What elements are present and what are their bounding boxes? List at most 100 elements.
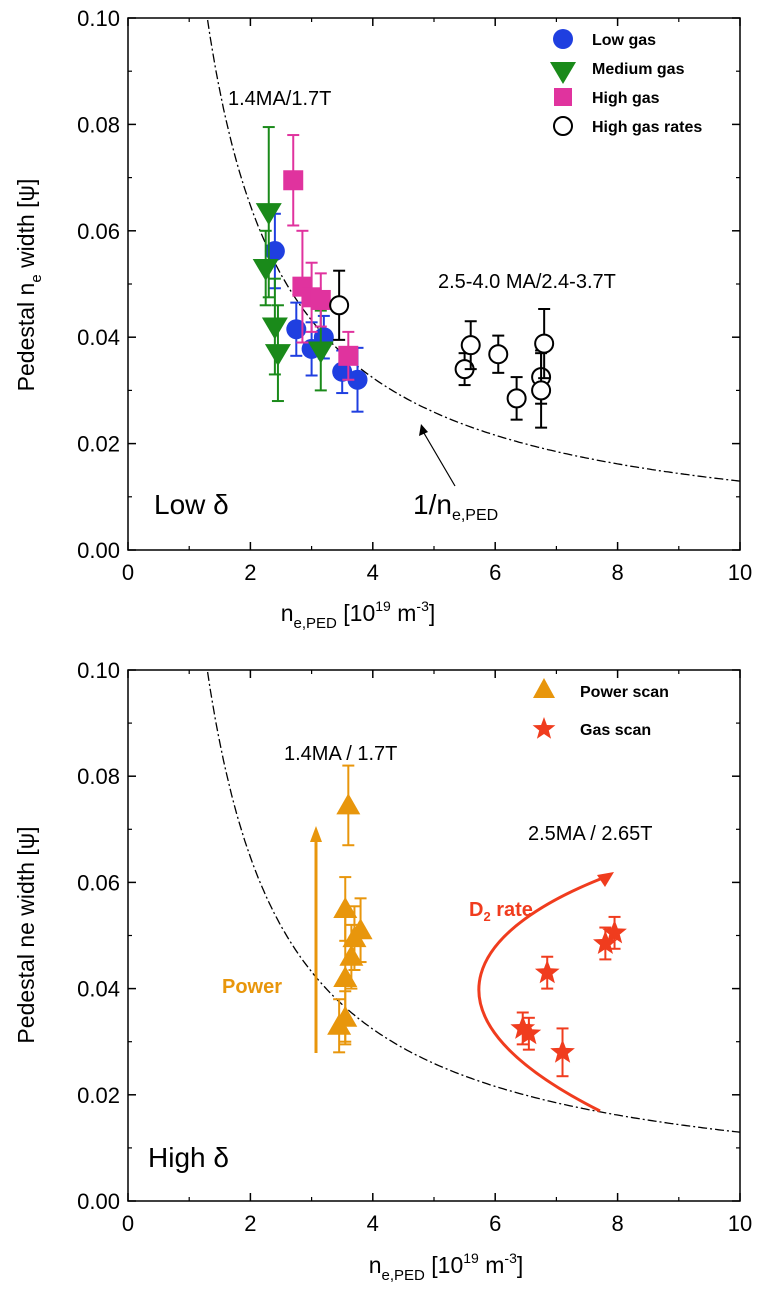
legend-item-low-gas: Low gas xyxy=(553,29,656,49)
legend-item-high-gas-rates: High gas rates xyxy=(553,116,702,136)
series-high-gas-rates xyxy=(329,269,555,429)
data-point xyxy=(534,333,555,354)
x-tick-label: 0 xyxy=(122,1211,134,1236)
legend-label: Power scan xyxy=(580,684,669,701)
legend-marker-triangle-down xyxy=(550,62,576,84)
x-tick-label: 2 xyxy=(244,1211,256,1236)
legend-label: High gas rates xyxy=(592,119,702,136)
annotation-2p5ma: 2.5-4.0 MA/2.4-3.7T xyxy=(438,271,616,293)
curve-label-main: 1/n xyxy=(413,489,452,520)
y-tick-label: 0.06 xyxy=(77,870,120,895)
x-tick-label: 8 xyxy=(611,560,623,585)
data-point xyxy=(336,793,361,815)
d2-rate-arrow xyxy=(477,874,609,1113)
legend-marker-open-circle xyxy=(553,116,573,136)
y-axis-label: Pedestal ne width [ψ] xyxy=(13,826,39,1043)
x-tick-label: 6 xyxy=(489,560,501,585)
inverse-density-curve xyxy=(206,19,740,482)
legend-marker-triangle-up xyxy=(533,678,555,698)
d2-rate-arrowhead xyxy=(597,872,614,887)
x-tick-label: 10 xyxy=(728,1211,752,1236)
data-point xyxy=(510,1015,536,1039)
inverse-density-curve xyxy=(206,671,740,1133)
data-point xyxy=(534,959,560,984)
data-point xyxy=(261,317,288,340)
annotation-low-delta: Low δ xyxy=(154,489,229,520)
data-markers xyxy=(252,126,555,429)
x-tick-labels: 0 2 4 6 8 10 xyxy=(122,18,752,585)
curve-path xyxy=(206,19,740,482)
y-tick-label: 0.06 xyxy=(77,219,120,244)
data-point xyxy=(252,259,279,282)
legend-label: Medium gas xyxy=(592,61,685,78)
legend-marker-star xyxy=(532,717,556,739)
data-point xyxy=(516,1020,542,1045)
series-gas-scan xyxy=(510,915,627,1078)
y-tick-label: 0.00 xyxy=(77,538,120,563)
legend-marker-square xyxy=(554,88,572,106)
power-label: Power xyxy=(222,976,282,998)
data-point xyxy=(307,341,334,364)
x-axis-label: ne,PED [1019 m-3] xyxy=(281,598,436,632)
data-point xyxy=(593,930,618,954)
annotation-1p4ma: 1.4MA/1.7T xyxy=(228,88,331,110)
data-point xyxy=(255,203,282,226)
annotation-2p5ma: 2.5MA / 2.65T xyxy=(528,823,653,845)
legend-label: High gas xyxy=(592,90,660,107)
curve-label: 1/ne,PED xyxy=(413,489,498,524)
data-point xyxy=(338,345,359,366)
data-point xyxy=(310,289,331,310)
data-point xyxy=(329,295,350,316)
y-tick-label: 0.02 xyxy=(77,1083,120,1108)
x-tick-label: 8 xyxy=(611,1211,623,1236)
y-tick-label: 0.10 xyxy=(77,6,120,31)
x-axis-label: ne,PED [1019 m-3] xyxy=(369,1250,524,1284)
series-low-gas xyxy=(264,212,368,413)
curve-label-arrow xyxy=(420,427,456,487)
legend-item-high-gas: High gas xyxy=(554,88,660,107)
annotation-1p4ma: 1.4MA / 1.7T xyxy=(284,743,397,765)
bottom-chart-panel: 0.00 0.02 0.04 0.06 0.08 0.10 0 2 4 6 8 10 1.4MA /… xyxy=(13,658,752,1284)
legend: Power scan Gas scan xyxy=(532,678,669,739)
data-point xyxy=(332,361,353,382)
curve-label-sub: e,PED xyxy=(452,507,498,524)
legend-label: Gas scan xyxy=(580,722,651,739)
trend-arrows xyxy=(310,826,614,1113)
data-point xyxy=(264,344,291,367)
data-point xyxy=(531,380,552,401)
d2-rate-label: D2 rate xyxy=(469,899,533,924)
legend-item-power-scan: Power scan xyxy=(533,678,669,701)
data-point xyxy=(286,319,307,340)
x-tick-label: 10 xyxy=(728,560,752,585)
data-point xyxy=(347,369,368,390)
x-tick-label: 4 xyxy=(367,1211,379,1236)
data-markers xyxy=(327,764,627,1078)
data-point xyxy=(460,335,481,356)
data-point xyxy=(506,388,527,409)
data-point xyxy=(283,170,304,191)
y-tick-label: 0.04 xyxy=(77,325,120,350)
top-chart-panel: 0.00 0.02 0.04 0.06 0.08 0.10 0 2 4 6 8 10 1.4MA/1… xyxy=(13,6,752,632)
series-medium-gas xyxy=(252,126,334,403)
legend-marker-circle xyxy=(553,29,573,49)
y-tick-label: 0.04 xyxy=(77,977,120,1002)
data-point xyxy=(333,896,358,918)
data-point xyxy=(348,918,373,940)
data-point xyxy=(339,944,364,966)
data-point xyxy=(550,1039,575,1063)
plot-frame xyxy=(127,17,741,551)
x-tick-label: 4 xyxy=(367,560,379,585)
x-tick-label: 6 xyxy=(489,1211,501,1236)
data-point xyxy=(264,241,285,262)
plot-frame xyxy=(127,669,741,1202)
y-tick-labels: 0.00 0.02 0.04 0.06 0.08 0.10 xyxy=(77,658,740,1214)
x-tick-label: 2 xyxy=(244,560,256,585)
series-power-scan xyxy=(327,764,373,1054)
curve-path xyxy=(206,671,740,1133)
y-tick-label: 0.08 xyxy=(77,112,120,137)
y-tick-label: 0.08 xyxy=(77,764,120,789)
legend: Low gas Medium gas High gas High gas rat… xyxy=(550,29,702,136)
legend-label: Low gas xyxy=(592,32,656,49)
legend-item-medium-gas: Medium gas xyxy=(550,61,685,84)
